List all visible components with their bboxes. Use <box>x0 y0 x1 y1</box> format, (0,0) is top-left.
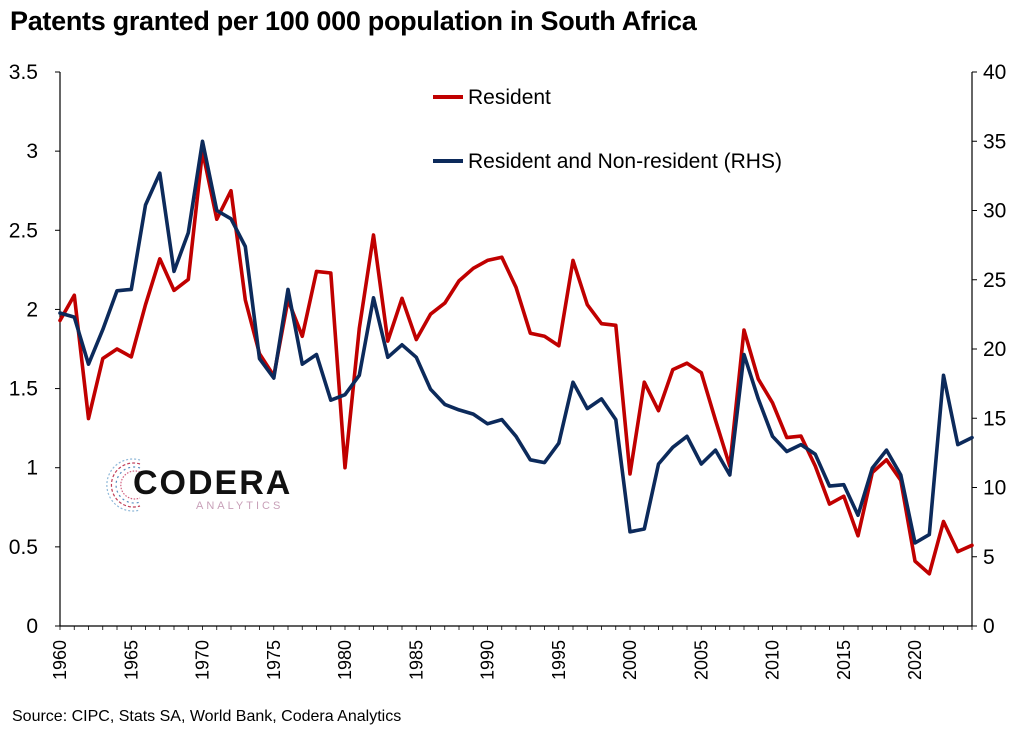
y-left-tick-label: 1 <box>26 457 38 480</box>
x-tick-label: 1980 <box>335 640 355 680</box>
x-tick-label: 1970 <box>193 640 213 680</box>
logo-wordmark: CODERA <box>133 464 293 502</box>
chart-lines <box>58 139 974 576</box>
chart-title: Patents granted per 100 000 population i… <box>10 6 697 36</box>
y-left-tick-label: 1.5 <box>9 378 38 401</box>
x-tick-label: 1985 <box>406 640 426 680</box>
y-right-tick-label: 10 <box>983 477 1006 500</box>
source-note: Source: CIPC, Stats SA, World Bank, Code… <box>12 708 402 725</box>
y-right-tick-label: 30 <box>983 200 1006 223</box>
x-tick-label: 1995 <box>549 640 569 680</box>
legend-label: Resident <box>468 86 551 109</box>
y-right-tick-label: 5 <box>983 546 995 569</box>
x-tick-label: 2005 <box>691 640 711 680</box>
series-line-resident-and-non-resident <box>58 139 974 545</box>
y-right-tick-label: 35 <box>983 130 1006 153</box>
codera-logo-mark <box>106 458 141 512</box>
line-chart: 0 0.5 1 1.5 2 2.5 3 3.5 0 5 10 15 20 25 30 35 40 1960 1965… <box>9 61 1007 680</box>
y-left-tick-label: 0.5 <box>9 536 38 559</box>
y-left-tick-label: 0 <box>26 615 38 638</box>
x-tick-label: 1965 <box>121 640 141 680</box>
y-right-tick-label: 20 <box>983 338 1006 361</box>
x-tick-label: 1960 <box>50 640 70 680</box>
y-right-tick-label: 15 <box>983 407 1006 430</box>
x-tick-label: 2000 <box>620 640 640 680</box>
y-right-tick-label: 25 <box>983 269 1006 292</box>
chart-axes: 0 0.5 1 1.5 2 2.5 3 3.5 0 5 10 15 20 25 30 35 40 1960 1965… <box>9 61 1007 680</box>
logo-tagline: ANALYTICS <box>196 500 284 512</box>
series-line-resident <box>58 149 974 576</box>
chart-legend: Resident Resident and Non-resident (RHS) <box>433 86 782 173</box>
x-tick-label: 2010 <box>763 640 783 680</box>
y-right-tick-label: 40 <box>983 61 1006 84</box>
y-left-tick-label: 3 <box>26 140 38 163</box>
codera-logo: CODERA ANALYTICS <box>100 450 300 520</box>
y-left-tick-label: 2.5 <box>9 219 38 242</box>
legend-label: Resident and Non-resident (RHS) <box>468 150 782 173</box>
x-tick-label: 2020 <box>905 640 925 680</box>
x-tick-label: 1975 <box>264 640 284 680</box>
x-tick-label: 1990 <box>478 640 498 680</box>
y-left-tick-label: 3.5 <box>9 61 38 84</box>
y-left-tick-label: 2 <box>26 298 38 321</box>
x-tick-label: 2015 <box>834 640 854 680</box>
y-right-tick-label: 0 <box>983 615 995 638</box>
